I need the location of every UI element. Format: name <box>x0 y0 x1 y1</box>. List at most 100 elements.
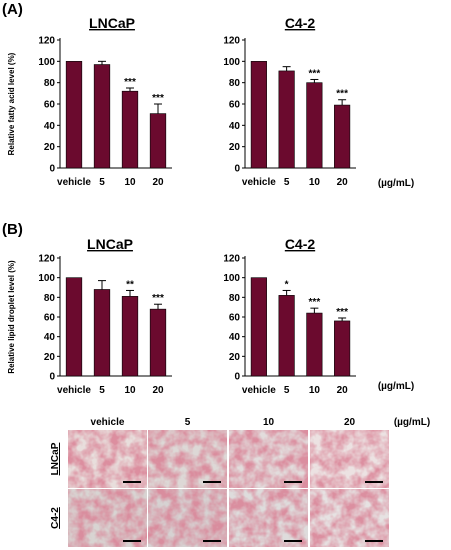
significance-b-c4-2-3: *** <box>336 307 348 318</box>
y-tick-label-a-lncap-20: 20 <box>44 142 56 153</box>
y-tick-label-a-lncap-100: 100 <box>38 57 55 68</box>
significance-a-lncap-3: *** <box>152 93 164 104</box>
bar-a-c4-2-0 <box>250 61 267 169</box>
micrograph-stain-0-0 <box>68 430 147 488</box>
micrograph-grid: vehicle 5 10 20 LNCaP C4-2 <box>50 417 389 547</box>
y-tick-label-b-c4-2-60: 60 <box>229 313 241 324</box>
bar-b-c4-2-3 <box>334 320 351 377</box>
y-tick-label-a-c4-2-80: 80 <box>229 78 241 89</box>
micrograph-stain-0-3 <box>310 430 389 488</box>
significance-a-c4-2-2: *** <box>309 68 321 79</box>
y-tick-label-b-lncap-40: 40 <box>44 332 56 343</box>
y-tick-label-b-c4-2-100: 100 <box>223 273 240 284</box>
category-label-b-lncap-3: 20 <box>152 385 164 396</box>
chart-title-b-c4-2: C4-2 <box>285 236 316 252</box>
micrograph-unit-label: (µg/mL) <box>394 417 430 428</box>
y-tick-label-a-lncap-40: 40 <box>44 121 56 132</box>
bar-b-c4-2-2 <box>306 312 323 377</box>
y-tick-label-a-c4-2-100: 100 <box>223 57 240 68</box>
y-tick-label-a-lncap-60: 60 <box>44 100 56 111</box>
micrograph-column-label-2: 10 <box>263 417 275 428</box>
bar-a-lncap-1 <box>93 64 111 169</box>
category-label-b-c4-2-0: vehicle <box>242 385 276 396</box>
micrograph-column-label-1: 5 <box>185 417 191 428</box>
bar-b-c4-2-0 <box>250 277 267 377</box>
micrograph-stain-1-2 <box>229 489 308 547</box>
bar-b-c4-2-1 <box>278 295 295 377</box>
category-label-a-c4-2-2: 10 <box>309 177 321 188</box>
y-tick-label-b-lncap-100: 100 <box>38 273 55 284</box>
category-label-b-lncap-2: 10 <box>124 385 136 396</box>
bar-b-lncap-2 <box>121 296 139 377</box>
category-label-b-c4-2-1: 5 <box>284 385 290 396</box>
category-label-a-lncap-0: vehicle <box>57 177 91 188</box>
unit-label-a: (µg/mL) <box>378 178 414 189</box>
significance-b-lncap-3: *** <box>152 293 164 304</box>
significance-b-lncap-2: ** <box>126 279 134 290</box>
chart-title-a-c4-2: C4-2 <box>285 15 316 31</box>
y-tick-label-a-c4-2-20: 20 <box>229 142 241 153</box>
micrograph-column-label-3: 20 <box>344 417 356 428</box>
significance-b-c4-2-1: * <box>285 279 289 290</box>
panel-label-a: (A) <box>2 1 23 18</box>
y-axis-label-a-lncap: Relative fatty acid level (%) <box>7 52 16 155</box>
y-tick-label-b-c4-2-80: 80 <box>229 293 241 304</box>
y-tick-label-a-c4-2-0: 0 <box>234 164 240 175</box>
chart-title-a-lncap: LNCaP <box>89 15 135 31</box>
y-tick-label-a-lncap-0: 0 <box>49 164 55 175</box>
significance-a-lncap-2: *** <box>124 77 136 88</box>
category-label-b-lncap-0: vehicle <box>57 385 91 396</box>
category-label-a-lncap-1: 5 <box>99 177 105 188</box>
bar-b-lncap-3 <box>149 308 167 377</box>
chart-a-lncap: LNCaP Relative fatty acid level (%) 0 20 40 6… <box>7 15 172 188</box>
y-tick-label-b-c4-2-120: 120 <box>223 254 240 265</box>
unit-label-b: (µg/mL) <box>378 381 414 392</box>
micrograph-stain-0-2 <box>229 430 308 488</box>
micrograph-row-label-1: C4-2 <box>50 507 61 529</box>
category-label-a-lncap-3: 20 <box>152 177 164 188</box>
panel-label-b: (B) <box>2 221 23 238</box>
micrograph-stain-0-1 <box>148 430 227 488</box>
significance-a-c4-2-3: *** <box>336 89 348 100</box>
category-label-b-lncap-1: 5 <box>99 385 105 396</box>
bar-a-lncap-3 <box>149 113 167 169</box>
micrograph-stain-1-1 <box>148 489 227 547</box>
category-label-b-c4-2-2: 10 <box>309 385 321 396</box>
y-tick-label-a-c4-2-120: 120 <box>223 36 240 47</box>
chart-a-c4-2: C4-2 0 20 40 60 80 100 120 vehicle 5 *** 10 *** 20 <box>223 15 356 188</box>
y-tick-label-a-lncap-120: 120 <box>38 36 55 47</box>
y-tick-label-b-c4-2-0: 0 <box>234 372 240 383</box>
bar-a-lncap-0 <box>65 61 83 169</box>
y-tick-label-b-lncap-0: 0 <box>49 372 55 383</box>
micrograph-stain-1-3 <box>310 489 389 547</box>
micrograph-stain-1-0 <box>68 489 147 547</box>
y-tick-label-b-lncap-120: 120 <box>38 254 55 265</box>
chart-b-c4-2: C4-2 0 20 40 60 80 100 120 vehicle * 5 *** 10 *** 20 <box>223 236 356 396</box>
category-label-b-c4-2-3: 20 <box>337 385 349 396</box>
category-label-a-c4-2-0: vehicle <box>242 177 276 188</box>
y-tick-label-a-c4-2-60: 60 <box>229 100 241 111</box>
chart-b-lncap: LNCaP Relative lipid droplet level (%) 0 20… <box>7 236 172 396</box>
chart-title-b-lncap: LNCaP <box>87 236 133 252</box>
category-label-a-c4-2-1: 5 <box>284 177 290 188</box>
micrograph-column-label-0: vehicle <box>91 417 125 428</box>
y-tick-label-a-lncap-80: 80 <box>44 78 56 89</box>
y-tick-label-b-lncap-20: 20 <box>44 352 56 363</box>
bar-b-lncap-0 <box>65 277 83 377</box>
category-label-a-c4-2-3: 20 <box>337 177 349 188</box>
y-tick-label-b-c4-2-20: 20 <box>229 352 241 363</box>
y-axis-label-b-lncap: Relative lipid droplet level (%) <box>7 260 16 374</box>
bar-b-lncap-1 <box>93 289 111 377</box>
bar-a-c4-2-3 <box>334 104 351 169</box>
y-tick-label-b-lncap-80: 80 <box>44 293 56 304</box>
micrograph-row-label-0: LNCaP <box>50 442 61 475</box>
y-tick-label-b-lncap-60: 60 <box>44 313 56 324</box>
y-tick-label-b-c4-2-40: 40 <box>229 332 241 343</box>
category-label-a-lncap-2: 10 <box>124 177 136 188</box>
y-tick-label-a-c4-2-40: 40 <box>229 121 241 132</box>
bar-a-c4-2-1 <box>278 70 295 169</box>
significance-b-c4-2-2: *** <box>309 297 321 308</box>
bar-a-c4-2-2 <box>306 82 323 169</box>
bar-a-lncap-2 <box>121 90 139 169</box>
